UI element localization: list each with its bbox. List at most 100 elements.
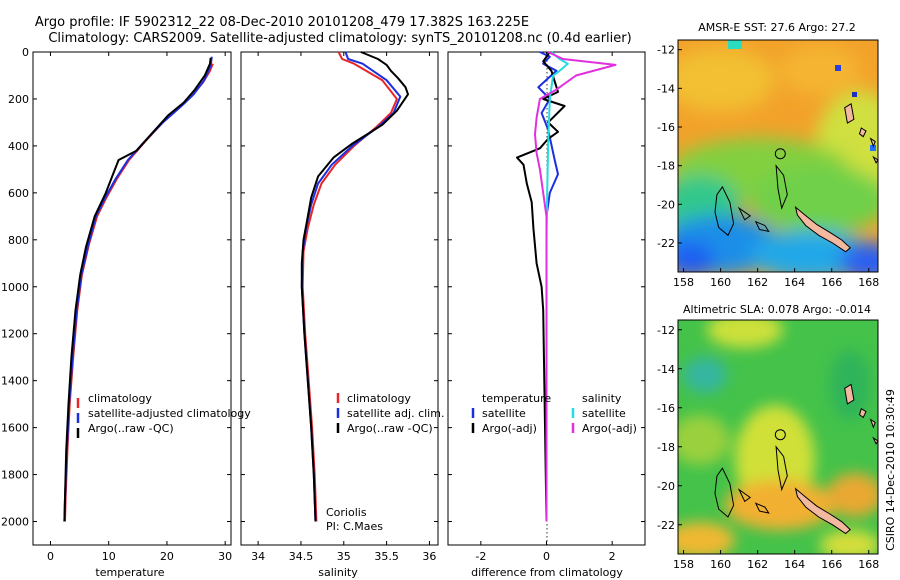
argo-location-marker [774, 148, 786, 160]
difference-xlabel: difference from climatology [471, 566, 623, 579]
x-tick-label: 0 [47, 550, 54, 563]
difference-panel: -2 0 2 difference from climatology tempera… [447, 51, 646, 579]
x-tick-label: 34 [251, 550, 265, 563]
map-x-tick-label: 160 [710, 276, 731, 289]
difference-series [516, 51, 617, 522]
legend-argo: Argo(..raw -QC) [347, 422, 433, 435]
map-x-tick-label: 168 [858, 276, 879, 289]
series-line-climatology [64, 63, 214, 522]
sst-map-frame [677, 39, 879, 273]
argo-location-marker [774, 429, 786, 441]
sst-coastlines [714, 102, 879, 253]
legend-sal-satellite: satellite [582, 407, 626, 420]
depth-tick-label: 400 [8, 140, 29, 153]
reef-outline [775, 445, 788, 492]
series-line-salinity-satellite [545, 51, 569, 522]
x-tick-label: 35 [337, 550, 351, 563]
depth-tick-label: 800 [8, 234, 29, 247]
difference-legend-temperature: temperature satellite Argo(-adj) [471, 392, 551, 435]
salinity-xlabel: salinity [318, 566, 358, 579]
vanuatu-island [872, 155, 879, 164]
legend-temperature-heading: temperature [482, 392, 551, 405]
reef-outline [737, 206, 752, 221]
figure-subtitle: Climatology: CARS2009. Satellite-adjuste… [48, 31, 631, 46]
x-tick-label: 30 [218, 550, 232, 563]
map-x-tick-label: 164 [784, 558, 805, 571]
map-y-tick-label: -16 [657, 402, 675, 415]
depth-tick-label: 0 [22, 46, 29, 59]
difference-legend-salinity: salinity satellite Argo(-adj) [571, 392, 637, 435]
sla-field [678, 320, 878, 554]
sst-map-title: AMSR-E SST: 27.6 Argo: 27.2 [698, 21, 856, 34]
map-y-tick-label: -22 [657, 237, 675, 250]
series-line-argo-raw-qc [63, 57, 212, 522]
map-y-tick-label: -20 [657, 198, 675, 211]
map-x-tick-label: 158 [673, 276, 694, 289]
legend-temp-satellite: satellite [482, 407, 526, 420]
temperature-legend: climatology satellite-adjusted climatolo… [76, 392, 251, 438]
depth-tick-label: 1000 [1, 281, 29, 294]
series-line-temperature-satellite [537, 51, 559, 522]
series-line-salinity-argo-adj [534, 51, 617, 522]
map-x-tick-label: 166 [821, 558, 842, 571]
salinity-series [300, 51, 409, 522]
legend-satellite-adj: satellite adj. clim. [347, 407, 444, 420]
vanuatu-island [872, 436, 879, 445]
vanuatu-island [869, 137, 876, 148]
series-line-argo-raw-qc [300, 51, 409, 522]
map-y-tick-label: -20 [657, 480, 675, 493]
map-y-tick-label: -18 [657, 160, 675, 173]
salinity-plot-frame [240, 51, 439, 546]
map-x-tick-label: 168 [858, 558, 879, 571]
map-x-tick-label: 162 [747, 276, 768, 289]
map-y-tick-label: -18 [657, 441, 675, 454]
depth-tick-label: 1600 [1, 422, 29, 435]
new-caledonia-land [794, 205, 851, 253]
x-tick-label: 36 [422, 550, 436, 563]
sst-pixel [835, 65, 841, 71]
x-tick-label: 10 [102, 550, 116, 563]
series-line-satellite-adjusted-climatology [63, 56, 213, 522]
legend-satellite-adjusted: satellite-adjusted climatology [88, 407, 251, 420]
vanuatu-island [858, 407, 867, 419]
sla-coastlines [714, 383, 879, 535]
map-x-tick-label: 164 [784, 276, 805, 289]
credit-timestamp: CSIRO 14-Dec-2010 10:30:49 [884, 389, 897, 551]
reef-outline [754, 502, 770, 514]
vanuatu-island [844, 102, 855, 124]
series-line-temperature-argo-adj [516, 51, 566, 522]
x-tick-label: -2 [475, 550, 486, 563]
temperature-plot-frame [32, 51, 232, 546]
temperature-panel: 0 10 20 30 temperature climatology satellit… [32, 51, 251, 579]
x-tick-label: 2 [609, 550, 616, 563]
depth-tick-label: 2000 [1, 516, 29, 529]
sla-map-ticks: 158 160 162 164 166 168 -12 -14 -16 -18 -20 -22 [657, 324, 879, 571]
depth-tick-label: 1200 [1, 328, 29, 341]
depth-tick-label: 600 [8, 187, 29, 200]
x-tick-label: 35.5 [374, 550, 399, 563]
map-y-tick-label: -14 [657, 363, 675, 376]
vanuatu-island [869, 418, 876, 429]
x-tick-label: 0 [543, 550, 550, 563]
depth-axis: 0 200 400 600 800 1000 1200 1400 1600 1800 2000 [1, 46, 29, 529]
sla-map-title: Altimetric SLA: 0.078 Argo: -0.014 [683, 303, 871, 316]
sst-field [678, 40, 878, 272]
pi-label: PI: C.Maes [326, 520, 383, 533]
legend-climatology: climatology [88, 392, 152, 405]
depth-tick-label: 1800 [1, 469, 29, 482]
sst-pixel [870, 145, 876, 151]
map-y-tick-label: -12 [657, 44, 675, 57]
sst-pixel [852, 92, 857, 97]
map-x-tick-label: 162 [747, 558, 768, 571]
new-caledonia-land [794, 487, 851, 535]
sst-map: AMSR-E SST: 27.6 Argo: 27.2 158 160 162 164… [657, 21, 879, 289]
map-x-tick-label: 158 [673, 558, 694, 571]
temperature-xlabel: temperature [95, 566, 164, 579]
legend-sal-argo: Argo(-adj) [582, 422, 637, 435]
map-y-tick-label: -12 [657, 324, 675, 337]
vanuatu-island [844, 383, 855, 405]
salinity-panel: 34 34.5 35 35.5 36 salinity climatology sate… [240, 51, 444, 579]
temperature-series [63, 56, 214, 522]
sla-map: Altimetric SLA: 0.078 Argo: -0.014 158 16… [657, 303, 879, 571]
